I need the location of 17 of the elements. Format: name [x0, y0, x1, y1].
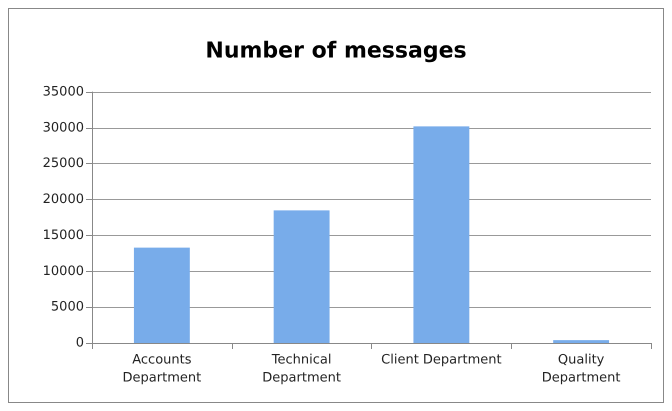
y-tick-label: 35000 [42, 84, 84, 100]
y-tick-label: 20000 [42, 192, 84, 208]
y-tick-label: 15000 [42, 228, 84, 243]
y-tick-label: 0 [76, 336, 84, 350]
x-tick-label: Accounts Department [122, 352, 202, 386]
y-tick-label: 10000 [42, 264, 84, 279]
y-tick-label: 25000 [42, 156, 84, 172]
y-tick-label: 30000 [42, 120, 84, 136]
x-tick-label: Quality Department [542, 352, 620, 386]
bar [553, 340, 610, 343]
x-tick-label: Client Department [381, 352, 502, 368]
bar [134, 248, 190, 343]
chart-title: Number of messages [205, 38, 467, 64]
bar [413, 126, 470, 343]
y-tick-label: 5000 [50, 300, 84, 315]
bar [274, 210, 330, 343]
x-tick-label: Technical Department [262, 352, 341, 386]
